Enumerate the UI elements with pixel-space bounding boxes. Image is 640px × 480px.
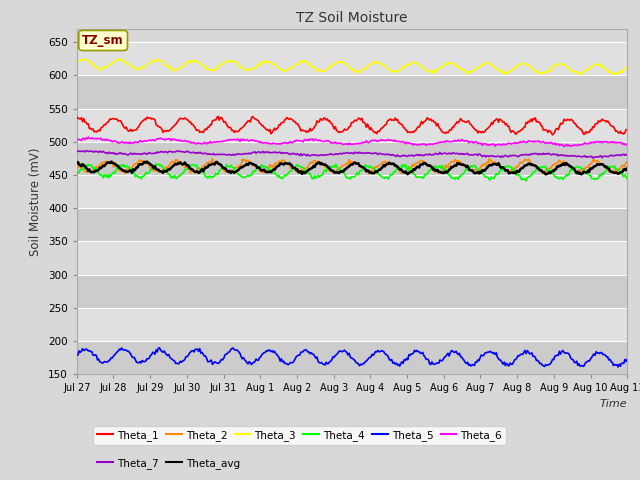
Bar: [77, 75, 627, 108]
Title: TZ Soil Moisture: TZ Soil Moisture: [296, 11, 408, 25]
Bar: [77, 175, 627, 208]
Bar: [77, 208, 627, 241]
Bar: [77, 275, 627, 308]
Bar: [77, 108, 627, 142]
Text: Time: Time: [600, 398, 627, 408]
Bar: [77, 308, 627, 341]
Legend: Theta_7, Theta_avg: Theta_7, Theta_avg: [93, 454, 244, 473]
Bar: [77, 241, 627, 275]
Text: TZ_sm: TZ_sm: [83, 34, 124, 47]
Bar: [77, 42, 627, 75]
Bar: [77, 341, 627, 374]
Bar: [77, 142, 627, 175]
Y-axis label: Soil Moisture (mV): Soil Moisture (mV): [29, 147, 42, 256]
